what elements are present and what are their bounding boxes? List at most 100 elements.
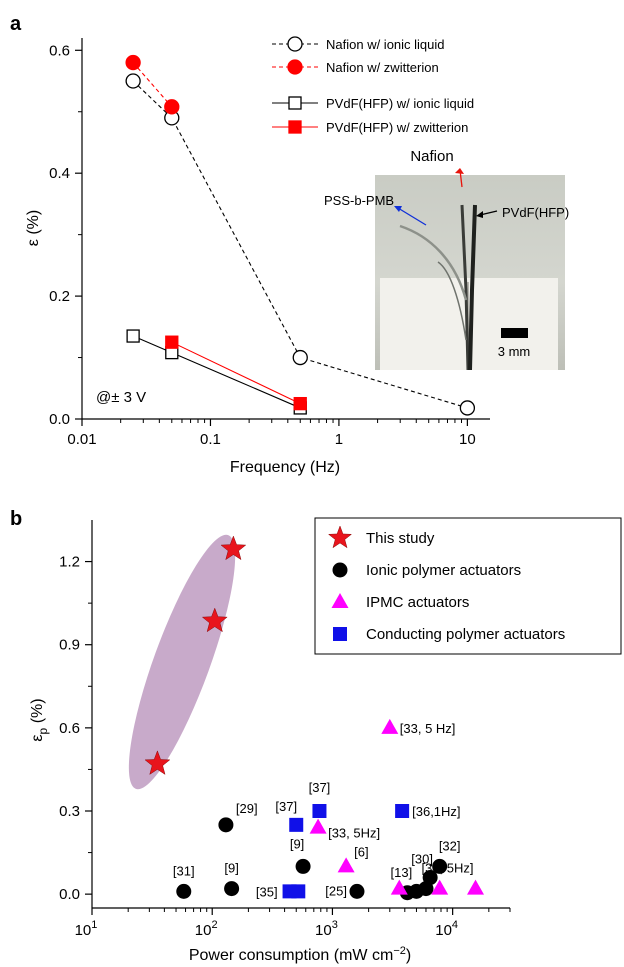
panel-b-point-label: [33, 5 Hz] [400, 721, 456, 736]
panel-b-point-label: [30] [411, 852, 433, 867]
inset-pss-arrow [397, 207, 427, 226]
panel-b-point-label: [34, 5Hz] [421, 861, 473, 876]
panel-a-data-point [125, 54, 141, 71]
panel-a-series [165, 335, 307, 411]
panel-b-legend-marker [333, 627, 347, 641]
panel-b-data-point [289, 817, 304, 832]
panel-b-data-point [337, 857, 355, 873]
panel-b-legend-entry: IPMC actuators [331, 593, 469, 611]
panel-b-data-point [295, 858, 311, 874]
panel-b-legend-box [314, 517, 622, 655]
panel-b-y-tick-label: 0.9 [59, 637, 80, 654]
panel-a-x-tick-label: 10 [459, 431, 476, 448]
panel-a-data-point [165, 335, 179, 349]
panel-b-y-tick-label: 0.6 [59, 720, 80, 737]
panel-a-series-line [132, 80, 468, 409]
panel-b-data-point [422, 870, 438, 886]
panel-b-y-tick-label: 1.2 [59, 554, 80, 571]
panel-b-data-point [431, 879, 449, 895]
panel-b-legend-entry: Conducting polymer actuators [333, 626, 565, 643]
panel-b-data-point [432, 858, 448, 874]
panel-a-x-tick-label: 0.1 [200, 431, 221, 448]
panel-a-y-tick-label: 0.4 [49, 165, 70, 182]
panel-b-y-title: εp (%) [29, 698, 50, 741]
panel-b-point-label: [35] [256, 884, 278, 899]
panel-b-data-point [291, 884, 306, 899]
panel-a-series-line [132, 62, 173, 108]
panel-b-point-label: [33, 5Hz] [328, 826, 380, 841]
panel-b-data-point [349, 883, 365, 899]
this-study-highlight-ellipse [128, 534, 236, 790]
inset-scale-bar [501, 328, 528, 338]
panel-a-y-tick-label: 0.0 [49, 411, 70, 428]
panel-b-series: [33, 5 Hz] [33, 5Hz] [6] [34, 5Hz] [309, 718, 485, 895]
panel-a-data-point [459, 400, 476, 416]
panel-a-legend-label: Nafion w/ ionic liquid [326, 37, 445, 52]
panel-a-y-tick-label: 0.6 [49, 42, 70, 59]
panel-b-point-label: [31] [173, 863, 195, 878]
inset-strip-nafion [460, 204, 470, 371]
panel-b-legend-label: Ionic polymer actuators [366, 562, 521, 579]
panel-a-series [125, 73, 476, 416]
panel-a-data-point [293, 396, 307, 411]
panel-b-legend-label: This study [366, 530, 435, 547]
panel-b-series [144, 535, 247, 775]
panel-b-data-point [176, 883, 192, 899]
panel-b-point-label: [13] [391, 865, 413, 880]
panel-b-point-label: [29] [236, 801, 258, 816]
panel-b-x-tick-label: 102 [195, 919, 218, 939]
panel-a-legend-marker [288, 120, 302, 134]
inset-scale-label: 3 mm [498, 344, 531, 359]
panel-b-data-point [224, 881, 240, 897]
panel-a-x-tick-label: 0.01 [67, 431, 96, 448]
panel-a-y-title: ε (%) [25, 210, 42, 246]
inset-photo: 3 mm Nafion PSS-b-PMB PVdF(HFP) [324, 148, 569, 371]
panel-b-y-tick-label: 0.0 [59, 886, 80, 903]
panel-a-legend: Nafion w/ ionic liquid Nafion w/ zwitteri… [272, 36, 474, 135]
panel-b-data-point [395, 804, 410, 818]
inset-pvdf-label: PVdF(HFP) [502, 205, 569, 220]
panel-b-legend-entry: This study [327, 525, 435, 549]
inset-pss-arrowhead [394, 206, 402, 212]
panel-b-y-tick-label: 0.3 [59, 803, 80, 820]
panel-a-x-tick-label: 1 [335, 431, 343, 448]
inset-pss-label: PSS-b-PMB [324, 193, 394, 208]
panel-a-data-point [125, 73, 141, 89]
inset-pvdf-arrowhead [476, 211, 483, 218]
panel-a-legend-entry: PVdF(HFP) w/ ionic liquid [272, 96, 474, 111]
panel-b-data-point [309, 818, 327, 834]
panel-b-x-title: Power consumption (mW cm−2) [189, 945, 411, 964]
panel-a-legend-entry: Nafion w/ ionic liquid [272, 36, 445, 52]
panel-a-data-point [126, 329, 140, 343]
panel-b-data-point [312, 804, 327, 818]
panel-b-data-point [390, 879, 408, 895]
panel-a-legend-marker [287, 36, 303, 52]
panel-b-x-tick-label: 104 [435, 919, 458, 939]
panel-b-legend-marker [332, 562, 348, 578]
panel-a-legend-marker [288, 96, 302, 110]
panel-b-legend-marker [331, 593, 349, 608]
panel-a-legend-entry: Nafion w/ zwitterion [272, 59, 439, 75]
panel-a-plot: 0.01 0.1 1 10 0.0 0.2 0.4 0.6 Frequency (Hz) ε … [25, 36, 569, 476]
panel-b-legend-entry: Ionic polymer actuators [332, 562, 521, 579]
inset-strip-pvdf [468, 204, 477, 371]
panel-b-series: [29] [31] [9] [9] [25] [13][30] [32] [173, 801, 461, 901]
panel-a-data-point [292, 349, 308, 366]
inset-strip-branch [437, 261, 467, 341]
panel-a-label: a [10, 13, 22, 35]
panel-a-legend-label: PVdF(HFP) w/ ionic liquid [326, 96, 474, 111]
panel-b-data-point [144, 750, 171, 775]
panel-b-data-point [220, 535, 247, 561]
panel-b-point-label: [6] [354, 844, 368, 859]
panel-b-x-tick-label: 101 [75, 919, 98, 939]
panel-b-x-tick-label: 103 [315, 919, 338, 939]
panel-b-point-label: [9] [224, 861, 238, 876]
panel-a-legend-label: PVdF(HFP) w/ zwitterion [326, 120, 468, 135]
inset-strip-pss [399, 224, 468, 301]
panel-b-legend-label: IPMC actuators [366, 594, 469, 611]
panel-b-point-label: [25] [325, 883, 347, 898]
panel-b-point-label: [37] [309, 780, 331, 795]
inset-nafion-label: Nafion [410, 148, 453, 165]
panel-b-point-label: [32] [439, 838, 461, 853]
